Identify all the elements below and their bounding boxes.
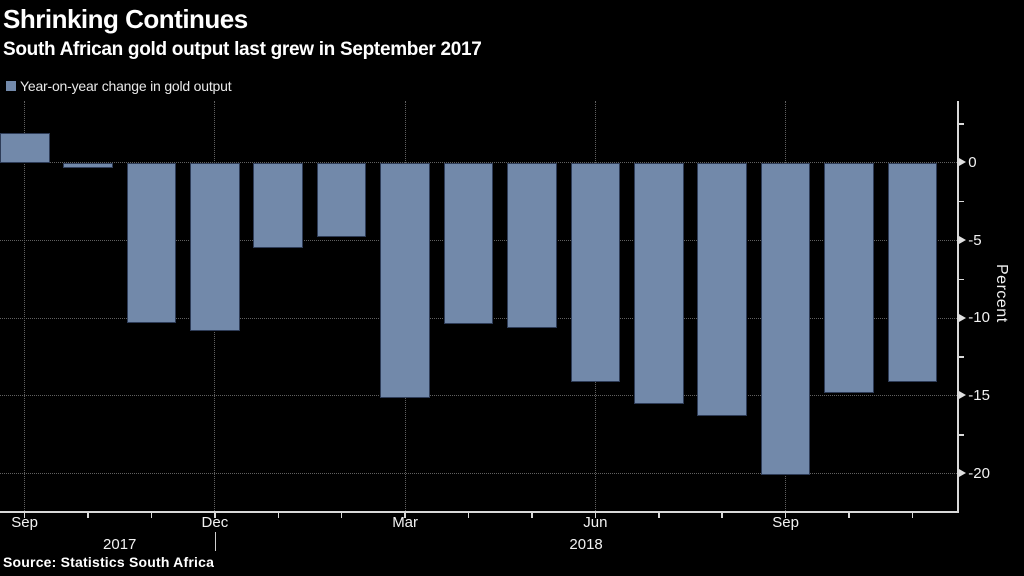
x-tick-label: Sep bbox=[11, 514, 38, 531]
bar-apr-2018 bbox=[443, 162, 494, 325]
y-tick-label: -5 bbox=[968, 231, 982, 249]
x-tick-label: Mar bbox=[392, 514, 419, 531]
x-tick bbox=[214, 512, 216, 518]
bar-aug-2018 bbox=[697, 162, 747, 417]
y-axis-line bbox=[957, 100, 959, 513]
year-label: 2017 bbox=[103, 536, 137, 553]
y-tick-label: -10 bbox=[968, 309, 990, 327]
y-minor-tick bbox=[958, 356, 964, 358]
x-tick bbox=[87, 512, 89, 518]
y-tick-label: -15 bbox=[968, 386, 990, 404]
bar-dec-2017 bbox=[190, 162, 240, 331]
y-minor-tick bbox=[958, 123, 964, 125]
y-tick-label: -20 bbox=[968, 464, 990, 482]
y-major-tick-icon bbox=[958, 469, 966, 478]
x-tick bbox=[721, 512, 723, 518]
bar-oct-2017 bbox=[63, 162, 113, 168]
y-tick-label: 0 bbox=[968, 153, 977, 171]
y-major-tick-icon bbox=[958, 158, 966, 167]
chart-title: Shrinking Continues bbox=[3, 4, 248, 34]
x-tick bbox=[531, 512, 533, 518]
source-note: Source: Statistics South Africa bbox=[3, 554, 215, 570]
x-tick bbox=[340, 512, 343, 518]
y-major-tick-icon bbox=[958, 313, 966, 322]
legend-label: Year-on-year change in gold output bbox=[20, 78, 232, 94]
v-gridline bbox=[24, 100, 26, 511]
y-minor-tick bbox=[958, 434, 964, 436]
bar-mar-2018 bbox=[380, 162, 430, 398]
legend-swatch-icon bbox=[6, 81, 16, 91]
x-tick bbox=[23, 512, 26, 518]
x-tick bbox=[848, 512, 850, 518]
x-tick bbox=[467, 512, 470, 518]
bar-feb-2018 bbox=[316, 162, 367, 238]
x-tick bbox=[784, 512, 787, 518]
bar-jan-2018 bbox=[253, 162, 304, 249]
y-major-tick-icon bbox=[958, 391, 966, 400]
x-tick bbox=[404, 512, 406, 518]
y-major-tick-icon bbox=[958, 236, 966, 245]
x-tick-label: Jun bbox=[583, 514, 608, 531]
year-label: 2018 bbox=[569, 536, 603, 553]
x-tick bbox=[658, 512, 660, 518]
x-tick bbox=[277, 512, 280, 518]
h-gridline bbox=[0, 473, 958, 475]
x-tick bbox=[911, 512, 914, 518]
chart-subtitle: South African gold output last grew in S… bbox=[3, 39, 482, 60]
bar-may-2018 bbox=[507, 162, 557, 328]
h-gridline bbox=[0, 395, 958, 397]
bar-jul-2018 bbox=[634, 162, 684, 404]
x-tick-label: Dec bbox=[201, 514, 229, 531]
x-tick bbox=[150, 512, 153, 518]
x-axis-line bbox=[0, 511, 959, 513]
x-tick bbox=[594, 512, 597, 518]
bar-jun-2018 bbox=[570, 162, 621, 382]
bar-nov-2018 bbox=[887, 162, 938, 382]
y-axis-title: Percent bbox=[993, 264, 1010, 323]
y-minor-tick bbox=[958, 200, 964, 203]
bar-oct-2018 bbox=[824, 162, 874, 393]
year-divider bbox=[214, 532, 216, 551]
bar-sep-2017 bbox=[0, 133, 50, 163]
y-minor-tick bbox=[958, 278, 964, 281]
legend: Year-on-year change in gold output bbox=[6, 78, 232, 94]
bar-nov-2017 bbox=[126, 162, 177, 323]
x-tick-label: Sep bbox=[772, 514, 799, 531]
bar-sep-2018 bbox=[760, 162, 811, 476]
